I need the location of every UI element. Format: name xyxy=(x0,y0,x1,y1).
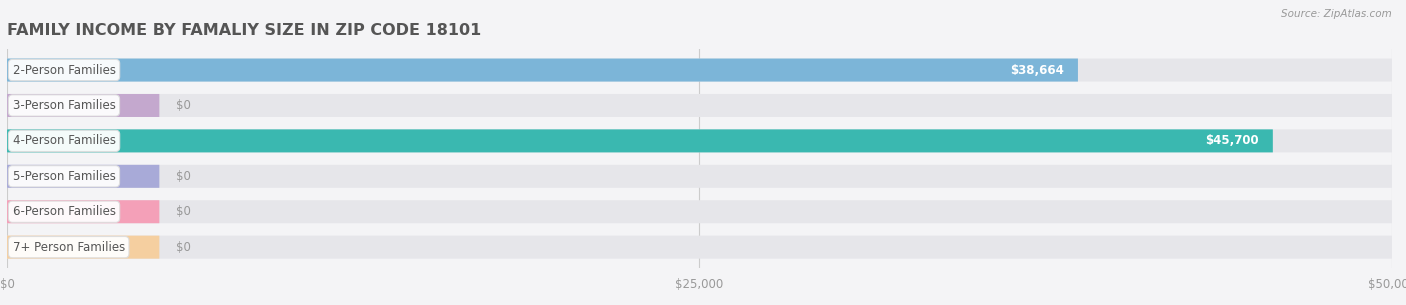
Text: $38,664: $38,664 xyxy=(1011,63,1064,77)
FancyBboxPatch shape xyxy=(7,200,1392,223)
Text: 4-Person Families: 4-Person Families xyxy=(13,135,115,147)
Text: $0: $0 xyxy=(176,241,191,254)
Text: Source: ZipAtlas.com: Source: ZipAtlas.com xyxy=(1281,9,1392,19)
Text: $0: $0 xyxy=(176,170,191,183)
FancyBboxPatch shape xyxy=(7,236,1392,259)
Text: $45,700: $45,700 xyxy=(1205,135,1258,147)
FancyBboxPatch shape xyxy=(7,165,159,188)
FancyBboxPatch shape xyxy=(7,129,1392,152)
FancyBboxPatch shape xyxy=(7,129,1272,152)
Text: 5-Person Families: 5-Person Families xyxy=(13,170,115,183)
FancyBboxPatch shape xyxy=(7,59,1392,81)
FancyBboxPatch shape xyxy=(7,236,159,259)
FancyBboxPatch shape xyxy=(7,59,1078,81)
Text: 7+ Person Families: 7+ Person Families xyxy=(13,241,125,254)
Text: 6-Person Families: 6-Person Families xyxy=(13,205,115,218)
Text: $0: $0 xyxy=(176,205,191,218)
FancyBboxPatch shape xyxy=(7,94,1392,117)
FancyBboxPatch shape xyxy=(7,94,159,117)
FancyBboxPatch shape xyxy=(7,200,159,223)
Text: 3-Person Families: 3-Person Families xyxy=(13,99,115,112)
Text: $0: $0 xyxy=(176,99,191,112)
FancyBboxPatch shape xyxy=(7,165,1392,188)
Text: FAMILY INCOME BY FAMALIY SIZE IN ZIP CODE 18101: FAMILY INCOME BY FAMALIY SIZE IN ZIP COD… xyxy=(7,23,481,38)
Text: 2-Person Families: 2-Person Families xyxy=(13,63,115,77)
